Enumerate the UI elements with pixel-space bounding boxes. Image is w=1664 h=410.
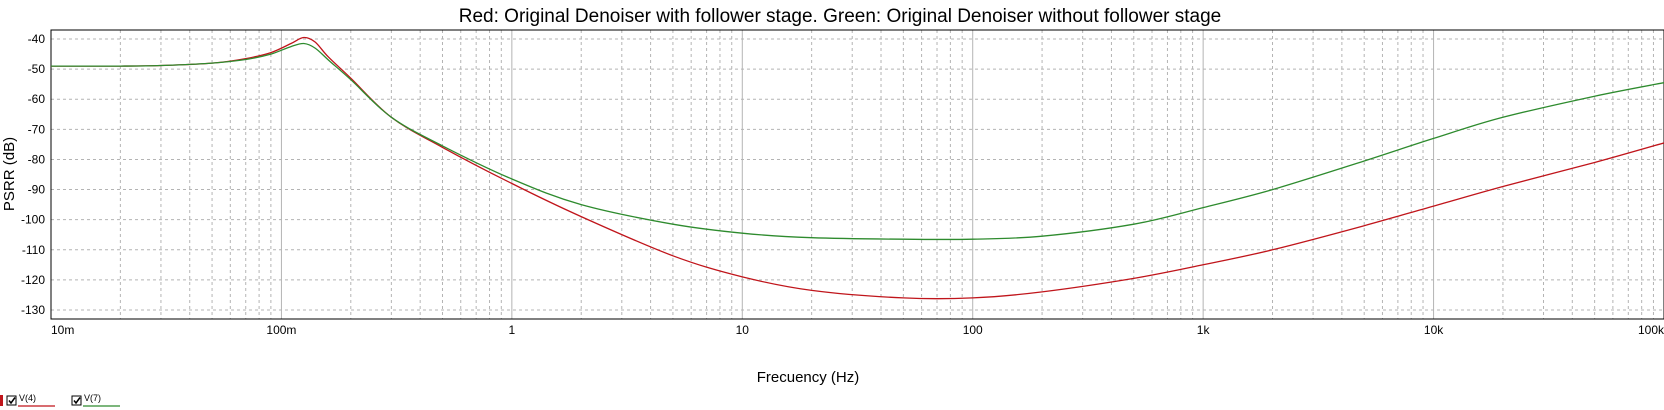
x-tick-label: 10 <box>736 323 750 337</box>
grid <box>51 30 1664 319</box>
check-icon <box>8 397 16 405</box>
x-tick-label: 10k <box>1424 323 1444 337</box>
y-tick-label: -60 <box>28 92 46 106</box>
y-tick-label: -100 <box>21 213 45 227</box>
y-tick-label: -130 <box>21 303 45 317</box>
legend-marker <box>0 395 3 406</box>
x-tick-label: 100k <box>1638 323 1664 337</box>
x-tick-label: 1k <box>1197 323 1211 337</box>
legend-checkbox[interactable] <box>71 395 82 406</box>
y-tick-label: -40 <box>28 32 46 46</box>
x-tick-label: 100 <box>963 323 983 337</box>
series-line-v4 <box>50 36 1664 300</box>
series-line-v7 <box>50 42 1664 241</box>
y-tick-label: -70 <box>28 122 46 136</box>
check-icon <box>73 397 81 405</box>
y-tick-label: -110 <box>22 243 45 257</box>
legend-checkbox[interactable] <box>6 395 17 406</box>
plot-area <box>50 29 1664 320</box>
y-tick-label: -80 <box>28 152 46 166</box>
x-tick-label: 10m <box>51 323 74 337</box>
legend: V(4) V(7) <box>0 393 120 407</box>
x-tick-label: 1 <box>509 323 516 337</box>
legend-label: V(4) <box>19 393 36 403</box>
legend-item[interactable]: V(7) <box>71 393 120 407</box>
y-tick-label: -120 <box>21 273 45 287</box>
x-axis-label: Frecuency (Hz) <box>757 369 860 386</box>
chart-title: Red: Original Denoiser with follower sta… <box>459 6 1221 27</box>
series-group <box>50 36 1664 300</box>
y-axis-label: PSRR (dB) <box>1 137 18 211</box>
x-tick-label: 100m <box>266 323 296 337</box>
y-tick-label: -50 <box>28 62 46 76</box>
y-tick-label: -90 <box>28 183 46 197</box>
axis-ticks: 10m 100m 1 10 100 1k 10k 100k -40 -50 -60 -70 -80 -90… <box>21 32 1664 337</box>
legend-item[interactable]: V(4) <box>0 393 55 407</box>
legend-label: V(7) <box>84 393 101 403</box>
